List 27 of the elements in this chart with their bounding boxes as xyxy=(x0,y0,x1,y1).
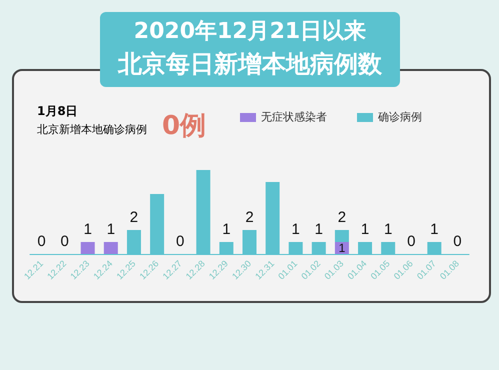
legend-label: 无症状感染者 xyxy=(261,110,327,124)
total-label: 1 xyxy=(314,221,323,238)
total-label: 2 xyxy=(338,209,346,226)
total-label: 2 xyxy=(130,209,138,226)
bar xyxy=(334,230,349,242)
bar xyxy=(104,242,118,254)
text: 1月8日 xyxy=(37,103,78,120)
total-label: 1 xyxy=(360,221,370,238)
chart-subtitle: 北京每日新增本地病例数 xyxy=(116,49,383,80)
total-label: 0 xyxy=(453,233,462,250)
text: 北京新增本地确诊病例 xyxy=(37,122,147,137)
total-label: 0 xyxy=(407,233,416,250)
total-label: 1 xyxy=(384,221,392,238)
text: 0例 xyxy=(162,110,206,143)
total-label: 0 xyxy=(37,233,46,250)
total-label: 0 xyxy=(176,233,184,250)
total-label: 1 xyxy=(84,221,92,238)
chart-title: 2020年12月21日以来 xyxy=(132,18,368,46)
data-label: 1 xyxy=(338,241,346,255)
total-label: 1 xyxy=(106,221,116,238)
total-label: 1 xyxy=(292,221,300,238)
legend-label: 确诊病例 xyxy=(377,110,422,124)
bar xyxy=(80,242,95,254)
total-label: 0 xyxy=(60,233,69,250)
total-label: 2 xyxy=(245,209,254,226)
total-label: 1 xyxy=(222,221,231,238)
total-label: 1 xyxy=(430,221,439,238)
